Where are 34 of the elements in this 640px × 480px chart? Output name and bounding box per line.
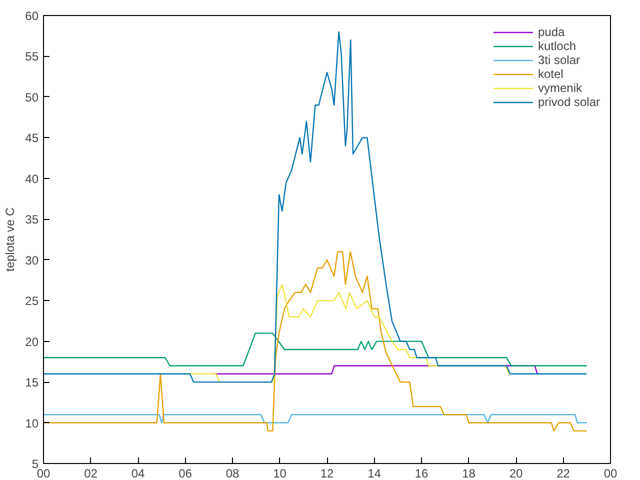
- legend-label: privod solar: [538, 95, 600, 109]
- x-tick-label: 16: [414, 466, 428, 480]
- y-tick-label: 5: [32, 457, 39, 471]
- x-tick-label: 02: [84, 466, 98, 480]
- y-axis-title: teplota ve C: [3, 207, 18, 272]
- x-tick-label: 00: [36, 466, 50, 480]
- x-tick-label: 08: [226, 466, 240, 480]
- x-tick-label: 12: [320, 466, 334, 480]
- x-tick-label: 18: [462, 466, 476, 480]
- y-tick-label: 25: [25, 294, 39, 308]
- x-tick-label: 06: [178, 466, 192, 480]
- line-series: [44, 332, 588, 366]
- line-series: [44, 251, 588, 432]
- legend-label: 3ti solar: [538, 53, 580, 67]
- legend-label: vymenik: [538, 81, 582, 95]
- x-tick-label: 04: [131, 466, 145, 480]
- y-tick-label: 35: [25, 212, 39, 227]
- legend-label: kutloch: [538, 39, 576, 53]
- y-tick-label: 30: [25, 253, 39, 268]
- y-tick-label: 40: [25, 172, 39, 186]
- x-tick-label: 22: [556, 466, 570, 480]
- y-tick-label: 45: [25, 131, 39, 146]
- y-tick-label: 55: [25, 50, 39, 64]
- x-tick-label: 10: [273, 466, 287, 480]
- y-tick-label: 15: [25, 376, 39, 390]
- y-tick-label: 50: [25, 90, 39, 104]
- y-tick-label: 60: [25, 9, 39, 23]
- legend-label: kotel: [538, 67, 564, 81]
- x-tick-label: 14: [368, 466, 382, 480]
- x-tick-label: 20: [509, 466, 523, 480]
- y-tick-label: 10: [25, 416, 39, 430]
- x-tick-label: 00: [604, 466, 618, 480]
- y-tick-label: 20: [25, 334, 39, 349]
- legend-label: puda: [538, 25, 565, 39]
